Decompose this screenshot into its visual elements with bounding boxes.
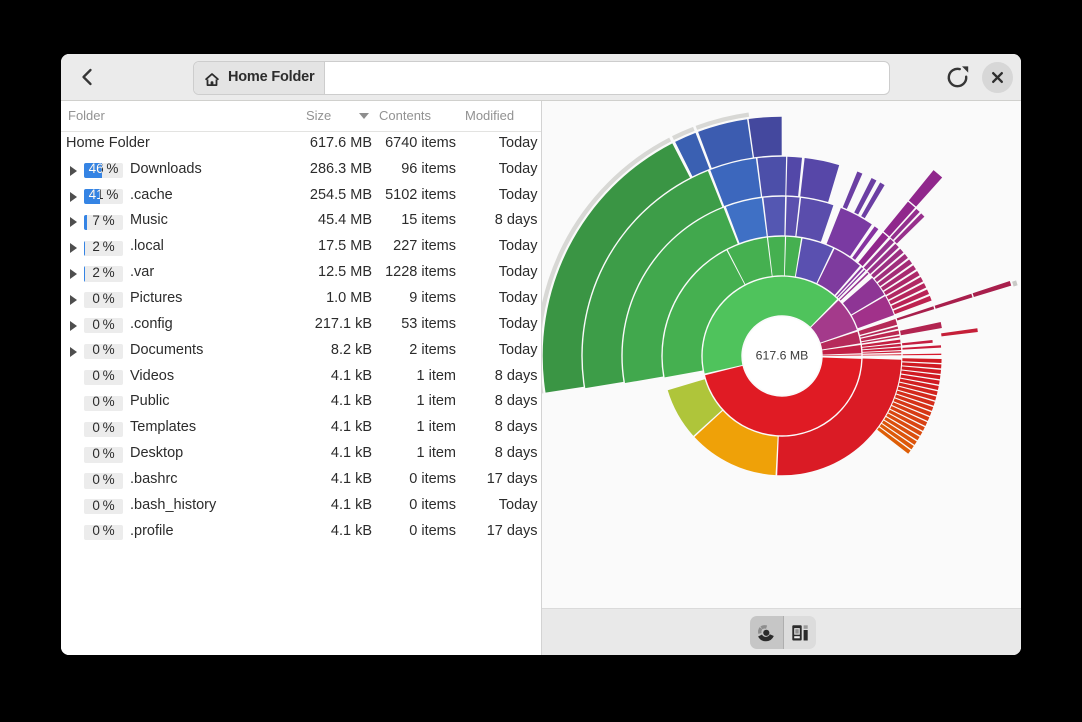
svg-text:617.6 MB: 617.6 MB [756,349,809,363]
